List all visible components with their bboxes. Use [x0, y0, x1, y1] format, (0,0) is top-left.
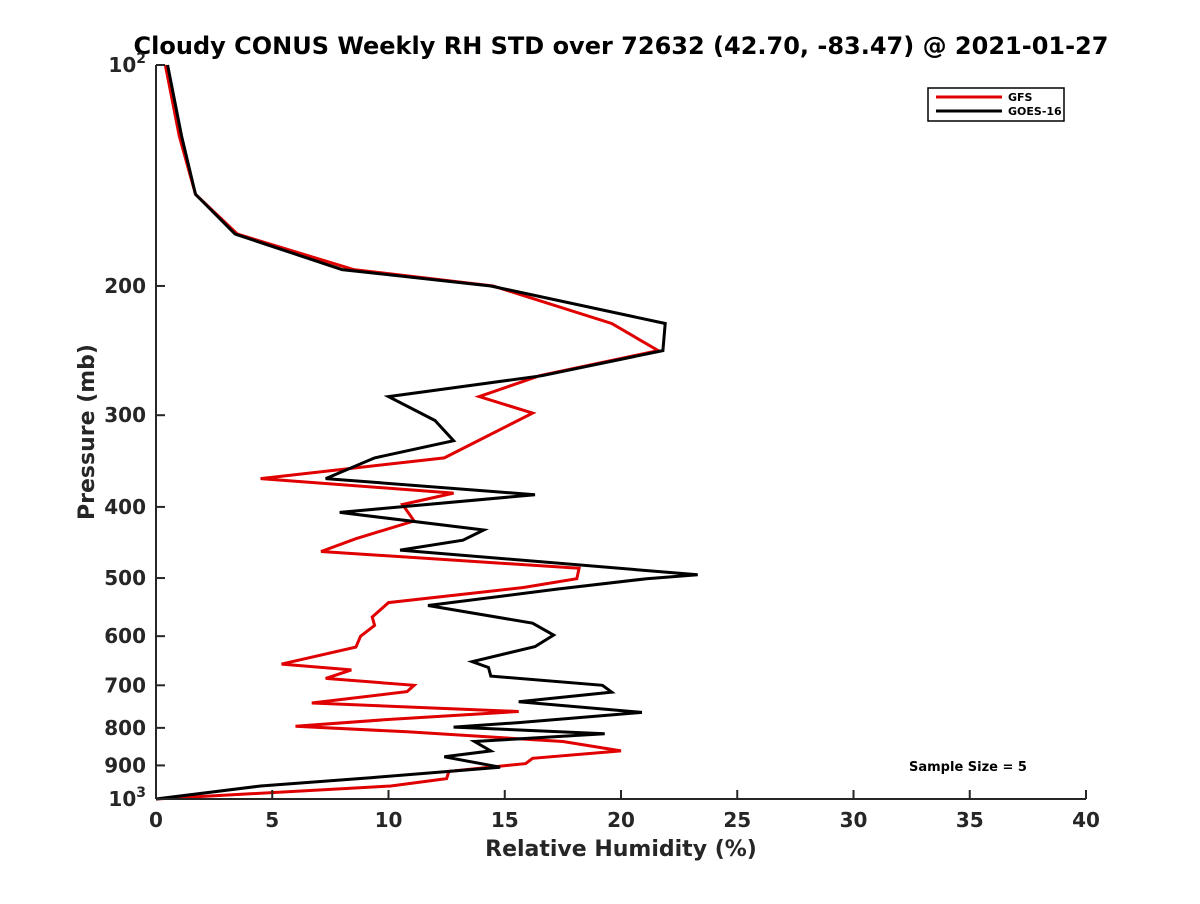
y-tick-label: 800 — [104, 716, 146, 740]
x-tick-label: 25 — [723, 808, 751, 832]
y-tick-label: 103 — [108, 785, 146, 811]
legend: GFS GOES-16 — [927, 87, 1065, 122]
y-tick-label: 200 — [104, 274, 146, 298]
x-tick-label: 0 — [149, 808, 163, 832]
axes-layer: 0 5 10 15 20 25 30 35 40 102 200 300 400 500 600 700 800… — [104, 51, 1100, 832]
chart-title: Cloudy CONUS Weekly RH STD over 72632 (4… — [134, 32, 1109, 60]
legend-label-goes16: GOES-16 — [1008, 105, 1062, 118]
y-tick-label: 500 — [104, 566, 146, 590]
plot-area — [156, 65, 1086, 799]
y-tick-label: 102 — [108, 51, 146, 77]
legend-box — [927, 87, 1065, 122]
x-tick-label: 40 — [1072, 808, 1100, 832]
y-tick-label: 600 — [104, 624, 146, 648]
sample-size-annotation: Sample Size = 5 — [909, 760, 1027, 775]
x-tick-label: 30 — [840, 808, 868, 832]
y-tick-label: 400 — [104, 495, 146, 519]
x-tick-label: 15 — [491, 808, 519, 832]
x-axis-label: Relative Humidity (%) — [485, 837, 757, 862]
series-layer — [155, 64, 698, 801]
legend-label-gfs: GFS — [1008, 91, 1033, 104]
x-tick-label: 35 — [956, 808, 984, 832]
x-tick-label: 20 — [607, 808, 635, 832]
series-line-goes16 — [155, 64, 698, 801]
x-tick-label: 10 — [375, 808, 403, 832]
y-tick-label: 700 — [104, 673, 146, 697]
y-tick-label: 300 — [104, 403, 146, 427]
x-tick-label: 5 — [265, 808, 279, 832]
y-tick-label: 900 — [104, 753, 146, 777]
y-axis-label: Pressure (mb) — [75, 344, 100, 520]
